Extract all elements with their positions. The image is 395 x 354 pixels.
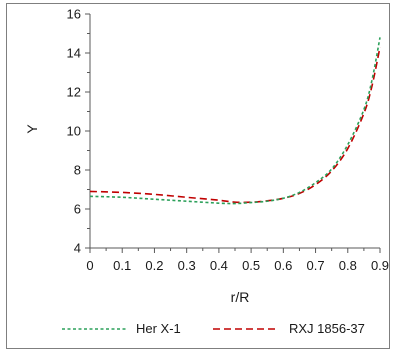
x-tick-label: 0.9 bbox=[371, 258, 389, 273]
x-tick-label: 0.8 bbox=[339, 258, 357, 273]
axes: 4 6 8 10 12 14 16 0 0.1 0.2 0.3 0.4 0.5 0.6 0.7 0.8 0.9 bbox=[67, 7, 390, 274]
series-layer bbox=[89, 37, 381, 205]
y-tick-label: 4 bbox=[74, 241, 81, 256]
y-tick-label: 12 bbox=[67, 85, 81, 100]
y-tick-label: 10 bbox=[67, 124, 81, 139]
x-tick-label: 0.1 bbox=[113, 258, 131, 273]
x-tick-label: 0.7 bbox=[307, 258, 325, 273]
y-tick-label: 16 bbox=[67, 7, 81, 22]
x-tick-label: 0.3 bbox=[178, 258, 196, 273]
x-tick-label: 0.4 bbox=[210, 258, 228, 273]
y-tick-label: 6 bbox=[74, 202, 81, 217]
legend-label-her-x-1: Her X-1 bbox=[136, 321, 181, 336]
x-tick-label: 0.2 bbox=[145, 258, 163, 273]
series-line-her-x-1 bbox=[89, 37, 381, 205]
y-tick-label: 8 bbox=[74, 163, 81, 178]
x-axis-title: r/R bbox=[231, 289, 250, 305]
x-tick-label: 0.5 bbox=[242, 258, 260, 273]
y-tick-label: 14 bbox=[67, 46, 81, 61]
series-line-rxj-1856-37 bbox=[89, 46, 381, 204]
x-tick-label: 0.6 bbox=[274, 258, 292, 273]
x-tick-label: 0 bbox=[86, 258, 93, 273]
legend: Her X-1 RXJ 1856-37 bbox=[62, 321, 365, 336]
y-axis-title: Y bbox=[24, 124, 40, 134]
legend-label-rxj-1856-37: RXJ 1856-37 bbox=[289, 321, 365, 336]
